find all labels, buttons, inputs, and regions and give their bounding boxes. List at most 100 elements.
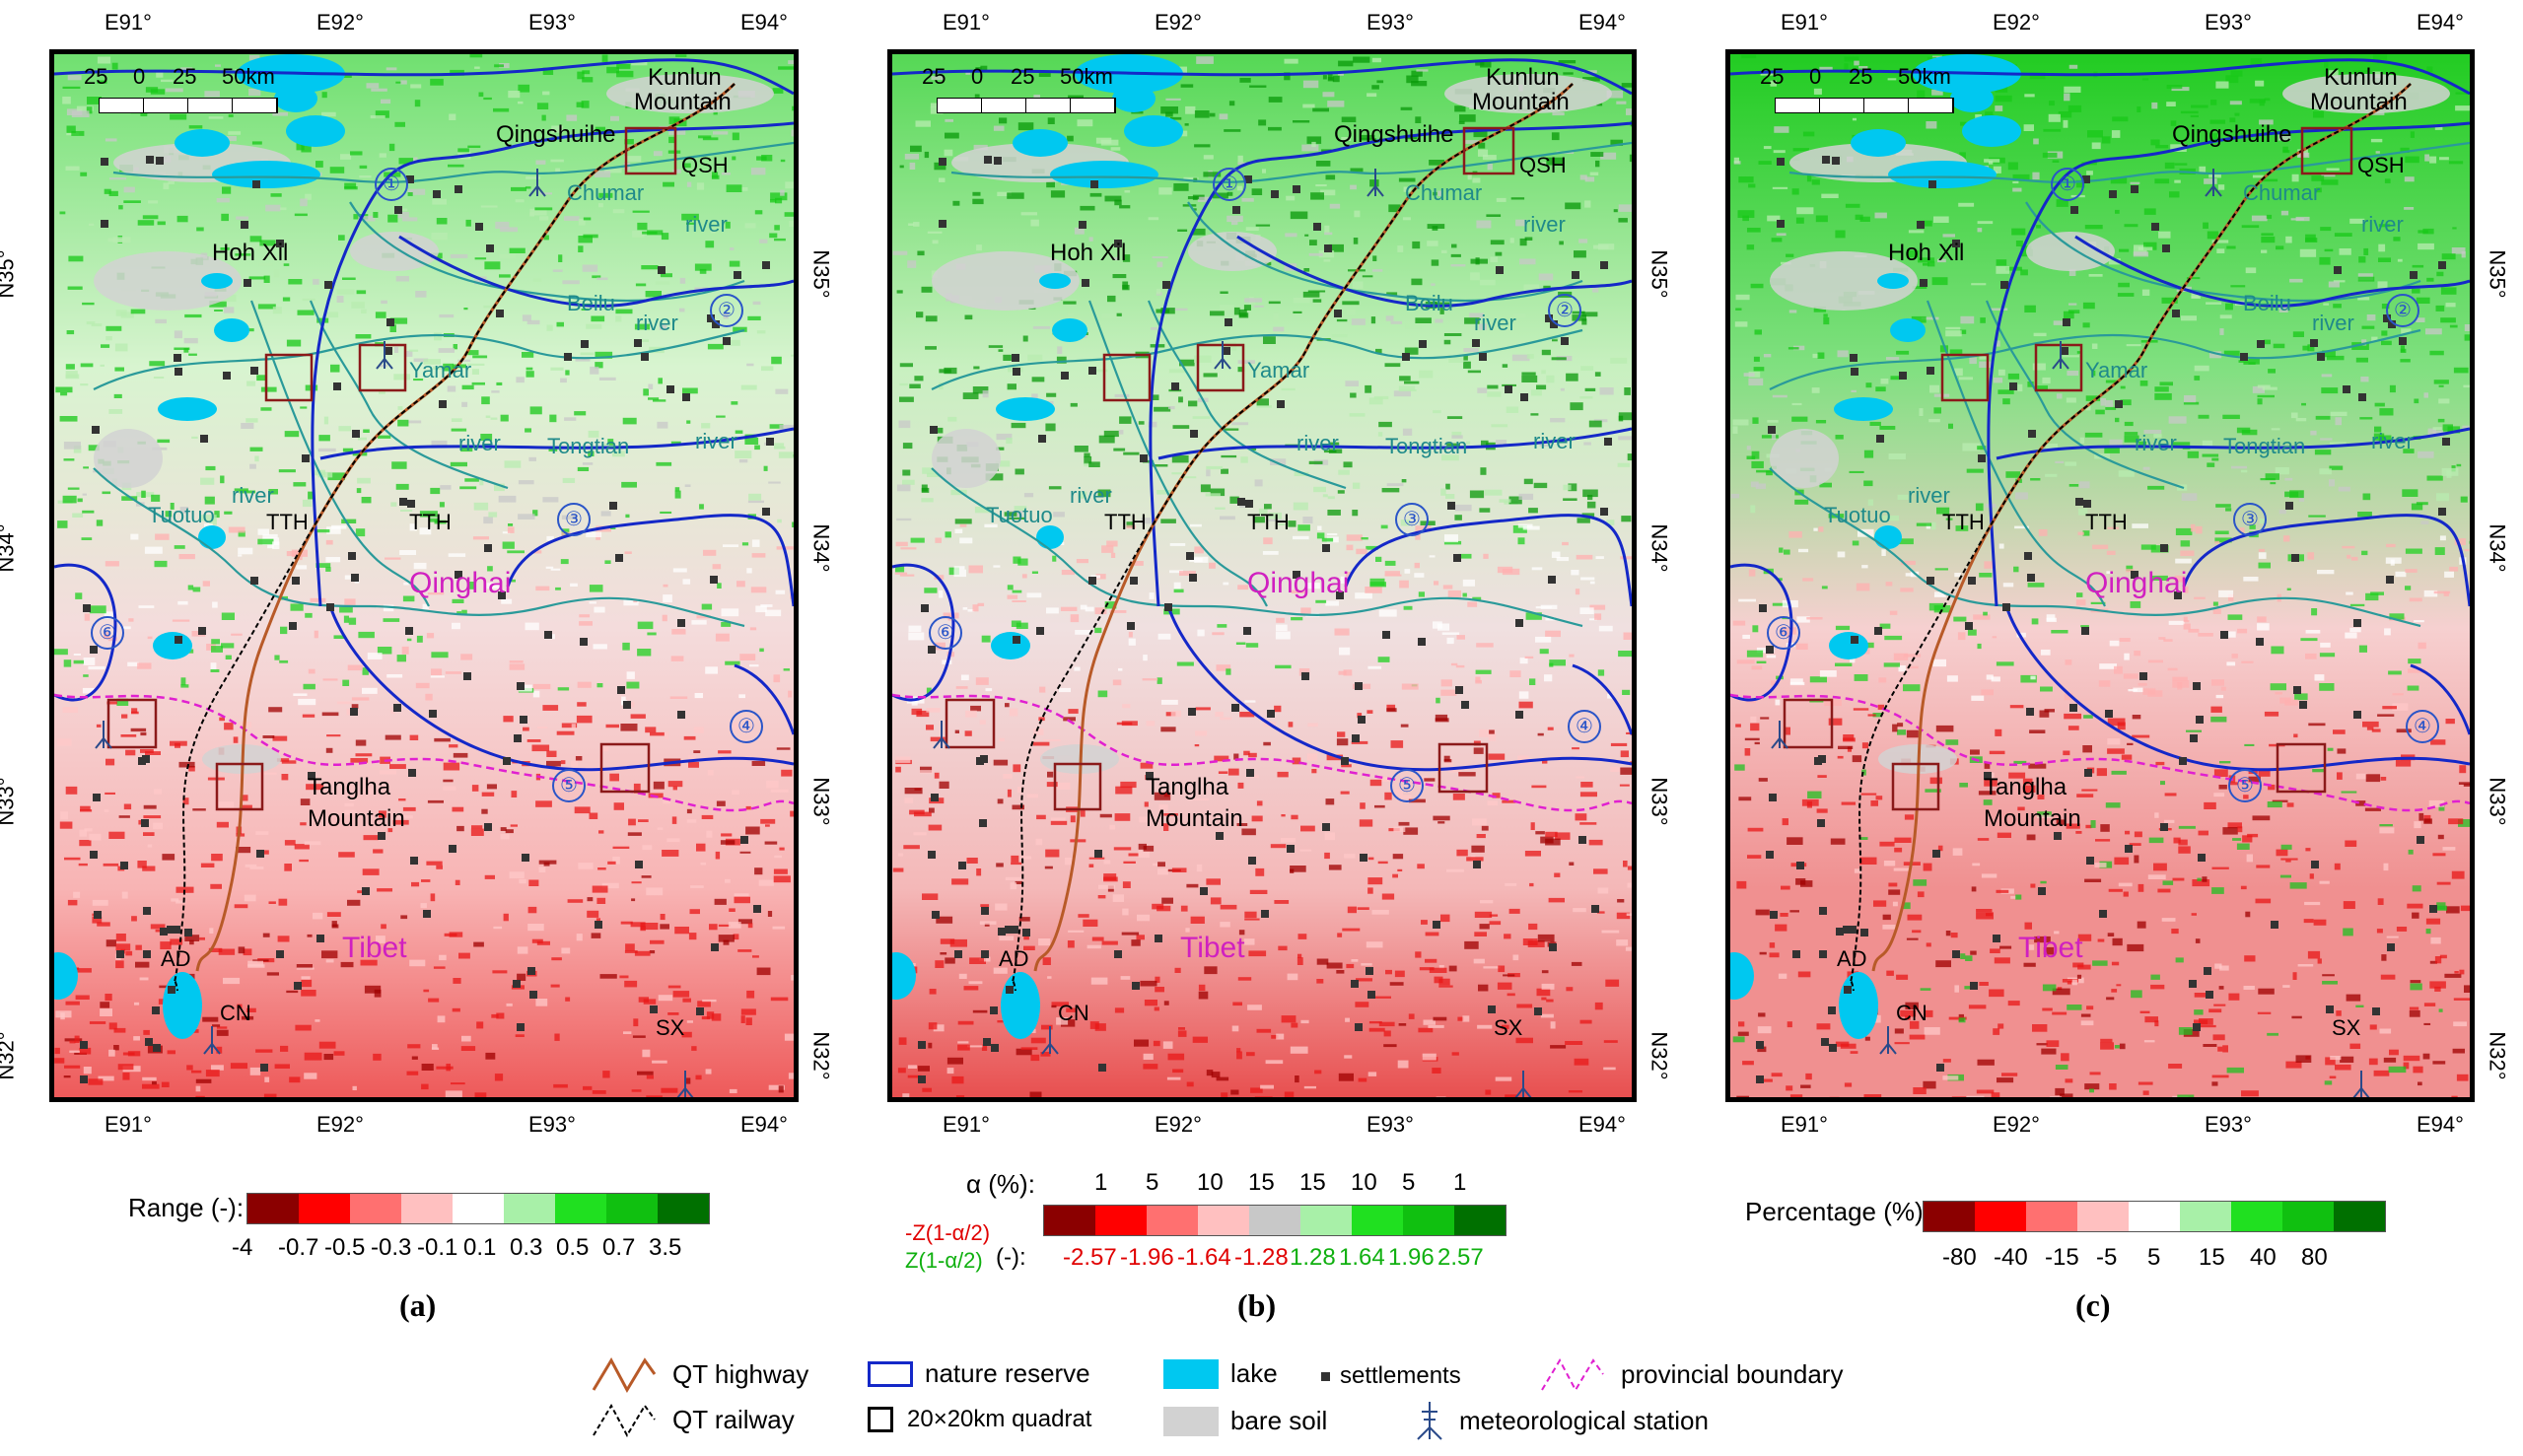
texture-patch (1521, 375, 1538, 382)
texture-patch (2247, 833, 2259, 838)
texture-patch (121, 496, 138, 501)
reserve-number: ② (2386, 294, 2419, 327)
scale-segment (938, 99, 982, 112)
texture-patch (79, 840, 92, 847)
texture-patch (379, 810, 386, 818)
quadrat-label: QSH (1519, 153, 1567, 177)
provincial-boundary (54, 693, 794, 812)
settlement-marker (1245, 500, 1253, 508)
texture-patch (1432, 1068, 1441, 1074)
texture-patch (1406, 75, 1419, 84)
texture-patch (1587, 494, 1593, 501)
texture-patch (188, 766, 195, 772)
texture-patch (2154, 812, 2159, 818)
texture-patch (491, 1013, 499, 1018)
texture-patch (1122, 908, 1129, 916)
texture-patch (75, 995, 90, 1000)
texture-patch (575, 756, 583, 761)
subfigure-label: (b) (1237, 1287, 1277, 1323)
lake-shape (1013, 129, 1068, 157)
texture-patch (1123, 861, 1136, 864)
settlement-marker (1453, 554, 1461, 562)
texture-patch (2215, 504, 2231, 508)
texture-patch (732, 790, 739, 795)
settlement-marker (2204, 967, 2211, 975)
texture-patch (1401, 479, 1407, 483)
texture-patch (2180, 110, 2199, 114)
lon-tick-top: E92° (1155, 10, 1202, 35)
texture-patch (1226, 215, 1243, 223)
z-pos-value: 2.57 (1437, 1244, 1484, 1271)
texture-patch (2357, 276, 2375, 282)
quadrat-label: TTH (409, 510, 452, 534)
texture-patch (473, 502, 489, 511)
texture-patch (156, 70, 164, 78)
texture-patch (688, 761, 699, 768)
texture-patch (257, 538, 274, 545)
texture-patch (60, 392, 68, 396)
texture-patch (1888, 453, 1906, 459)
texture-patch (1268, 512, 1282, 520)
texture-patch (2460, 496, 2468, 503)
texture-patch (1579, 792, 1597, 797)
texture-patch (2411, 503, 2423, 511)
texture-patch (2168, 416, 2187, 424)
texture-patch (284, 864, 292, 871)
texture-patch (1229, 496, 1239, 504)
texture-patch (1276, 624, 1288, 632)
texture-patch (996, 863, 1004, 867)
texture-patch (1354, 210, 1361, 218)
texture-patch (1425, 932, 1439, 936)
texture-patch (356, 488, 362, 494)
texture-patch (1436, 697, 1440, 704)
texture-patch (740, 187, 748, 191)
texture-patch (2198, 830, 2208, 836)
texture-patch (1625, 946, 1632, 951)
texture-patch (206, 644, 216, 651)
texture-patch (407, 420, 422, 424)
texture-patch (519, 684, 532, 692)
reserve-number: ④ (730, 710, 763, 743)
texture-patch (2211, 457, 2219, 461)
texture-patch (2240, 469, 2248, 473)
settlement-marker (2299, 701, 2307, 709)
settlement-marker (1061, 372, 1069, 380)
texture-patch (1067, 940, 1075, 948)
texture-patch (2461, 251, 2466, 258)
texture-patch (1390, 320, 1403, 324)
texture-patch (1996, 266, 2010, 274)
map-label: Beilu (1405, 291, 1453, 315)
texture-patch (1359, 819, 1373, 827)
texture-patch (1323, 259, 1331, 262)
texture-patch (570, 583, 578, 587)
settlement-marker (1013, 636, 1020, 644)
texture-patch (645, 727, 657, 733)
texture-patch (2242, 835, 2253, 843)
texture-patch (1104, 601, 1117, 609)
texture-patch (2105, 380, 2119, 383)
texture-patch (1281, 814, 1286, 817)
texture-patch (2219, 965, 2229, 971)
texture-patch (935, 537, 942, 543)
texture-patch (153, 822, 163, 830)
texture-patch (1579, 396, 1593, 399)
texture-patch (955, 686, 968, 689)
texture-patch (1489, 921, 1502, 926)
texture-patch (985, 688, 993, 692)
texture-patch (1888, 889, 1901, 895)
texture-patch (1907, 914, 1923, 921)
texture-patch (2077, 964, 2091, 970)
texture-patch (740, 1008, 756, 1015)
texture-patch (1138, 850, 1150, 859)
texture-patch (1454, 515, 1462, 520)
texture-patch (2202, 440, 2213, 447)
scale-number: 0 (133, 64, 146, 89)
texture-patch (402, 595, 415, 602)
texture-patch (2436, 905, 2447, 911)
texture-patch (1753, 356, 1760, 362)
texture-patch (76, 105, 94, 111)
texture-patch (1464, 940, 1479, 949)
texture-patch (1918, 257, 1935, 263)
texture-patch (1355, 1002, 1369, 1007)
settlement-marker (2131, 185, 2138, 193)
